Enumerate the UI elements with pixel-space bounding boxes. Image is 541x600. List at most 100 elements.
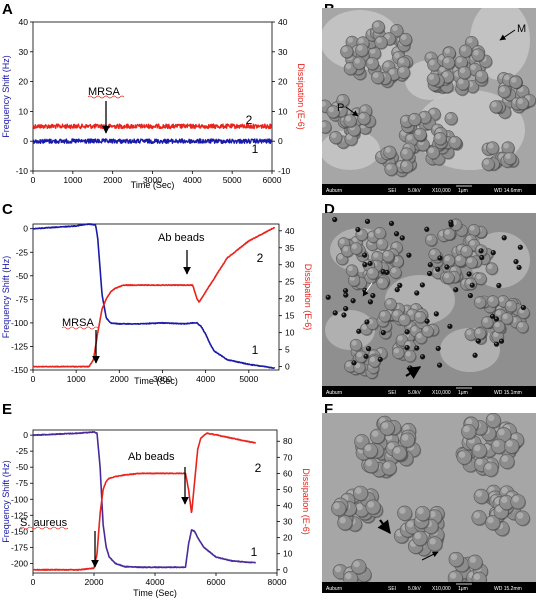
y-left-tick-label: -100 (11, 494, 28, 504)
bacterium-highlight (498, 296, 504, 302)
bacterium-highlight (469, 225, 475, 231)
bacterium-highlight (328, 106, 335, 113)
bacterium-highlight (488, 296, 494, 302)
antibody-bead-highlight (502, 236, 505, 238)
bacterium-cell (322, 120, 332, 134)
y-left-tick-label: -50 (16, 462, 29, 472)
bacterium-highlight (416, 333, 422, 339)
y-left-tick-label: 0 (23, 430, 28, 440)
antibody-bead (370, 292, 376, 299)
antibody-bead (325, 294, 331, 300)
antibody-bead (332, 216, 338, 223)
bacterium-cell (379, 420, 395, 436)
bacterium-cell (345, 264, 359, 277)
bacterium-cell (467, 224, 481, 237)
x-tick-label: 2000 (85, 577, 104, 587)
bacterium-highlight (476, 458, 483, 466)
bacterium-highlight (347, 265, 353, 272)
antibody-bead-highlight (344, 288, 346, 291)
bacterium-cell (473, 296, 487, 309)
antibody-bead (404, 344, 410, 351)
bacterium-cell (457, 66, 471, 80)
x-tick-label: 5000 (239, 374, 258, 384)
bacterium-highlight (391, 267, 397, 274)
bacterium-cell (349, 242, 363, 255)
antibody-bead (448, 219, 454, 225)
antibody-bead (466, 271, 472, 277)
bacterium-highlight (410, 114, 416, 120)
bacterium-highlight (443, 57, 450, 64)
antibody-bead (475, 338, 481, 344)
y-left-tick-label: -75 (16, 478, 29, 488)
bacterium-highlight (402, 148, 408, 155)
annotation-label: Ab beads (158, 232, 205, 244)
bacterium-cell (481, 157, 495, 171)
y-right-tick-label: 10 (278, 106, 288, 116)
series-label-2: 2 (257, 251, 264, 265)
antibody-bead-highlight (371, 293, 374, 296)
antibody-bead-highlight (381, 330, 384, 333)
bacterium-highlight (359, 113, 365, 119)
bacterium-highlight (403, 424, 410, 432)
bacterium-highlight (500, 496, 508, 504)
bacterium-cell (473, 488, 489, 504)
bacterium-highlight (407, 309, 414, 316)
y-right-axis-label: Dissipation (E-6) (303, 264, 313, 331)
antibody-bead (447, 323, 453, 329)
antibody-bead (350, 298, 356, 304)
sem-caption-item: Auburn (326, 586, 342, 592)
sem-arrow-p (345, 106, 359, 117)
bacterium-highlight (415, 312, 421, 318)
y-left-tick-label: 20 (19, 77, 29, 87)
bacterium-highlight (365, 459, 373, 467)
sem-caption-item: SEI (388, 188, 396, 194)
bacterium-highlight (442, 71, 449, 78)
bacterium-highlight (406, 134, 413, 141)
bacterium-cell (486, 295, 499, 308)
bacterium-highlight (342, 246, 349, 252)
bacterium-highlight (322, 121, 326, 128)
bacterium-highlight (501, 487, 508, 494)
x-tick-label: 2000 (103, 175, 122, 185)
antibody-bead-highlight (436, 267, 439, 270)
bacterium-highlight (501, 455, 509, 463)
bacterium-highlight (351, 340, 357, 346)
bacterium-highlight (361, 324, 367, 330)
antibody-bead (351, 360, 357, 366)
y-right-tick-label: 10 (283, 549, 293, 559)
annotation-underline (61, 326, 99, 330)
bacterium-cell (383, 145, 397, 159)
y-right-tick-label: 40 (278, 17, 288, 27)
y-right-tick-label: 20 (283, 533, 293, 543)
bacterium-highlight (354, 58, 360, 64)
bacterium-cell (384, 162, 398, 176)
antibody-bead-highlight (390, 221, 392, 224)
panel-letter-c: C (2, 201, 13, 218)
bacterium-cell (471, 443, 487, 459)
sem-caption-item: 1μm (458, 390, 468, 396)
antibody-bead-highlight (363, 288, 366, 291)
antibody-bead-highlight (497, 283, 500, 286)
y-right-tick-label: 40 (285, 226, 295, 236)
series-line-2 (32, 432, 257, 571)
antibody-bead (342, 288, 349, 294)
sem-caption-item: X10,000 (432, 188, 451, 194)
antibody-bead-highlight (428, 263, 431, 265)
bacterium-highlight (456, 57, 463, 63)
bacterium-cell (465, 256, 478, 269)
antibody-bead (394, 287, 400, 293)
x-tick-label: 1000 (67, 374, 86, 384)
antibody-bead (380, 330, 386, 336)
y-left-tick-label: -150 (11, 526, 28, 536)
x-tick-label: 5000 (223, 175, 242, 185)
antibody-bead (367, 260, 373, 267)
antibody-bead-highlight (363, 253, 365, 256)
bacterium-cell (509, 75, 523, 89)
antibody-bead (362, 262, 368, 268)
y-left-tick-label: -200 (11, 558, 28, 568)
y-left-axis-label: Frequency Shift (Hz) (1, 256, 11, 339)
antibody-bead (419, 282, 425, 288)
bacterium-highlight (460, 46, 467, 52)
bacterium-highlight (469, 556, 477, 563)
